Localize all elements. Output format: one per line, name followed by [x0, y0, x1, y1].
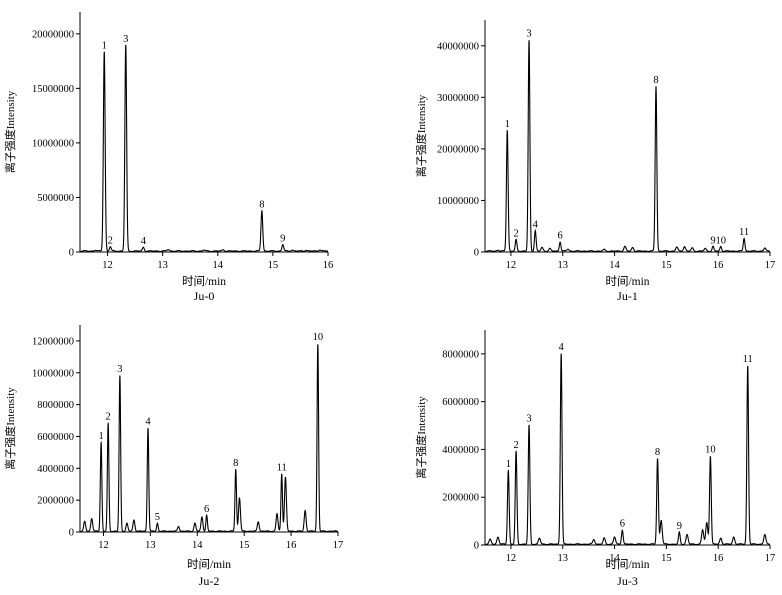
peak-label-11: 11: [277, 463, 287, 474]
peak-label-4: 4: [141, 236, 147, 247]
peak-label-1: 1: [102, 40, 107, 51]
y-tick-label: 20000000: [437, 144, 479, 155]
x-tick-label: 16: [713, 553, 724, 564]
y-tick-label: 0: [474, 541, 479, 552]
y-tick-label: 2000000: [37, 496, 74, 507]
peak-label-2: 2: [513, 229, 518, 240]
y-axis-label: 离子强度Intensity: [414, 94, 428, 177]
y-tick-label: 4000000: [37, 464, 74, 475]
chromatogram-trace: [484, 40, 771, 253]
peak-label-5: 5: [155, 512, 160, 523]
peak-label-2: 2: [108, 236, 113, 247]
x-tick-label: 15: [661, 260, 672, 271]
peak-label-3: 3: [123, 34, 128, 45]
y-tick-label: 2000000: [442, 493, 479, 504]
peak-label-1: 1: [505, 119, 510, 130]
y-axis-label: 离子强度Intensity: [3, 90, 17, 173]
peak-label-8: 8: [259, 200, 264, 211]
y-axis-label: 离子强度Intensity: [3, 387, 17, 470]
peak-label-1: 1: [98, 431, 103, 442]
peak-label-8: 8: [655, 447, 660, 458]
x-tick-label: 16: [323, 260, 334, 271]
peak-label-2: 2: [106, 412, 111, 423]
y-tick-label: 10000000: [437, 196, 479, 207]
y-tick-label: 8000000: [442, 349, 479, 360]
peak-label-3: 3: [526, 29, 531, 40]
y-tick-label: 6000000: [37, 432, 74, 443]
y-tick-label: 0: [69, 248, 74, 259]
peak-label-10: 10: [313, 332, 324, 343]
peak-label-9: 9: [280, 233, 285, 244]
x-tick-label: 12: [102, 260, 113, 271]
y-tick-label: 0: [69, 528, 74, 539]
y-tick-label: 40000000: [437, 41, 479, 52]
peak-label-8: 8: [233, 458, 238, 469]
y-tick-label: 0: [474, 248, 479, 259]
chart-title: Ju-2: [199, 574, 220, 588]
peak-label-3: 3: [117, 364, 122, 375]
peak-label-4: 4: [145, 417, 151, 428]
peak-label-6: 6: [620, 519, 625, 530]
x-tick-label: 14: [609, 553, 620, 564]
y-tick-label: 15000000: [32, 84, 74, 95]
x-tick-label: 14: [192, 540, 203, 551]
chromatogram-trace: [79, 344, 339, 533]
x-tick-label: 13: [157, 260, 168, 271]
chart-title: Ju-0: [194, 289, 215, 303]
chromatogram-trace: [79, 44, 329, 253]
y-tick-label: 30000000: [437, 93, 479, 104]
x-tick-label: 15: [239, 540, 250, 551]
x-tick-label: 15: [661, 553, 672, 564]
x-axis-label: 时间/min: [187, 558, 231, 571]
peak-label-10: 10: [705, 445, 716, 456]
x-tick-label: 13: [557, 553, 568, 564]
x-tick-label: 15: [268, 260, 279, 271]
x-tick-label: 12: [506, 260, 517, 271]
peak-label-11: 11: [743, 354, 753, 365]
y-tick-label: 12000000: [32, 336, 74, 347]
y-tick-label: 10000000: [32, 138, 74, 149]
x-tick-label: 16: [713, 260, 724, 271]
peak-label-9: 9: [710, 235, 715, 246]
x-tick-label: 13: [557, 260, 568, 271]
y-tick-label: 4000000: [442, 445, 479, 456]
y-tick-label: 20000000: [32, 29, 74, 40]
x-tick-label: 17: [765, 553, 776, 564]
y-tick-label: 8000000: [37, 400, 74, 411]
peak-label-1: 1: [506, 459, 511, 470]
chart-title: Ju-1: [617, 289, 638, 303]
peak-label-10: 10: [716, 235, 727, 246]
x-tick-label: 12: [506, 553, 517, 564]
x-tick-label: 14: [609, 260, 620, 271]
peak-label-6: 6: [558, 231, 563, 242]
peak-label-8: 8: [653, 75, 658, 86]
peak-label-4: 4: [533, 219, 539, 230]
peak-label-6: 6: [204, 504, 209, 515]
y-tick-label: 5000000: [37, 193, 74, 204]
x-axis-label: 时间/min: [182, 275, 226, 288]
chromatogram-trace: [484, 353, 771, 546]
peak-label-11: 11: [739, 227, 749, 238]
x-tick-label: 17: [333, 540, 344, 551]
y-axis-label: 离子强度Intensity: [414, 396, 428, 479]
peak-label-3: 3: [526, 414, 531, 425]
chart-panel-3: 0 2000000 4000000 6000000 8000000 10000000 120…: [3, 325, 343, 588]
peak-label-9: 9: [677, 521, 682, 532]
x-tick-label: 14: [213, 260, 224, 271]
x-tick-label: 17: [765, 260, 776, 271]
x-tick-label: 16: [286, 540, 297, 551]
peak-label-2: 2: [513, 440, 518, 451]
chart-title: Ju-3: [617, 574, 638, 588]
x-tick-label: 12: [98, 540, 109, 551]
y-tick-label: 10000000: [32, 368, 74, 379]
peak-label-4: 4: [559, 342, 565, 353]
x-tick-label: 13: [145, 540, 156, 551]
x-axis-label: 时间/min: [605, 558, 649, 571]
x-axis-label: 时间/min: [605, 275, 649, 288]
y-tick-label: 6000000: [442, 397, 479, 408]
